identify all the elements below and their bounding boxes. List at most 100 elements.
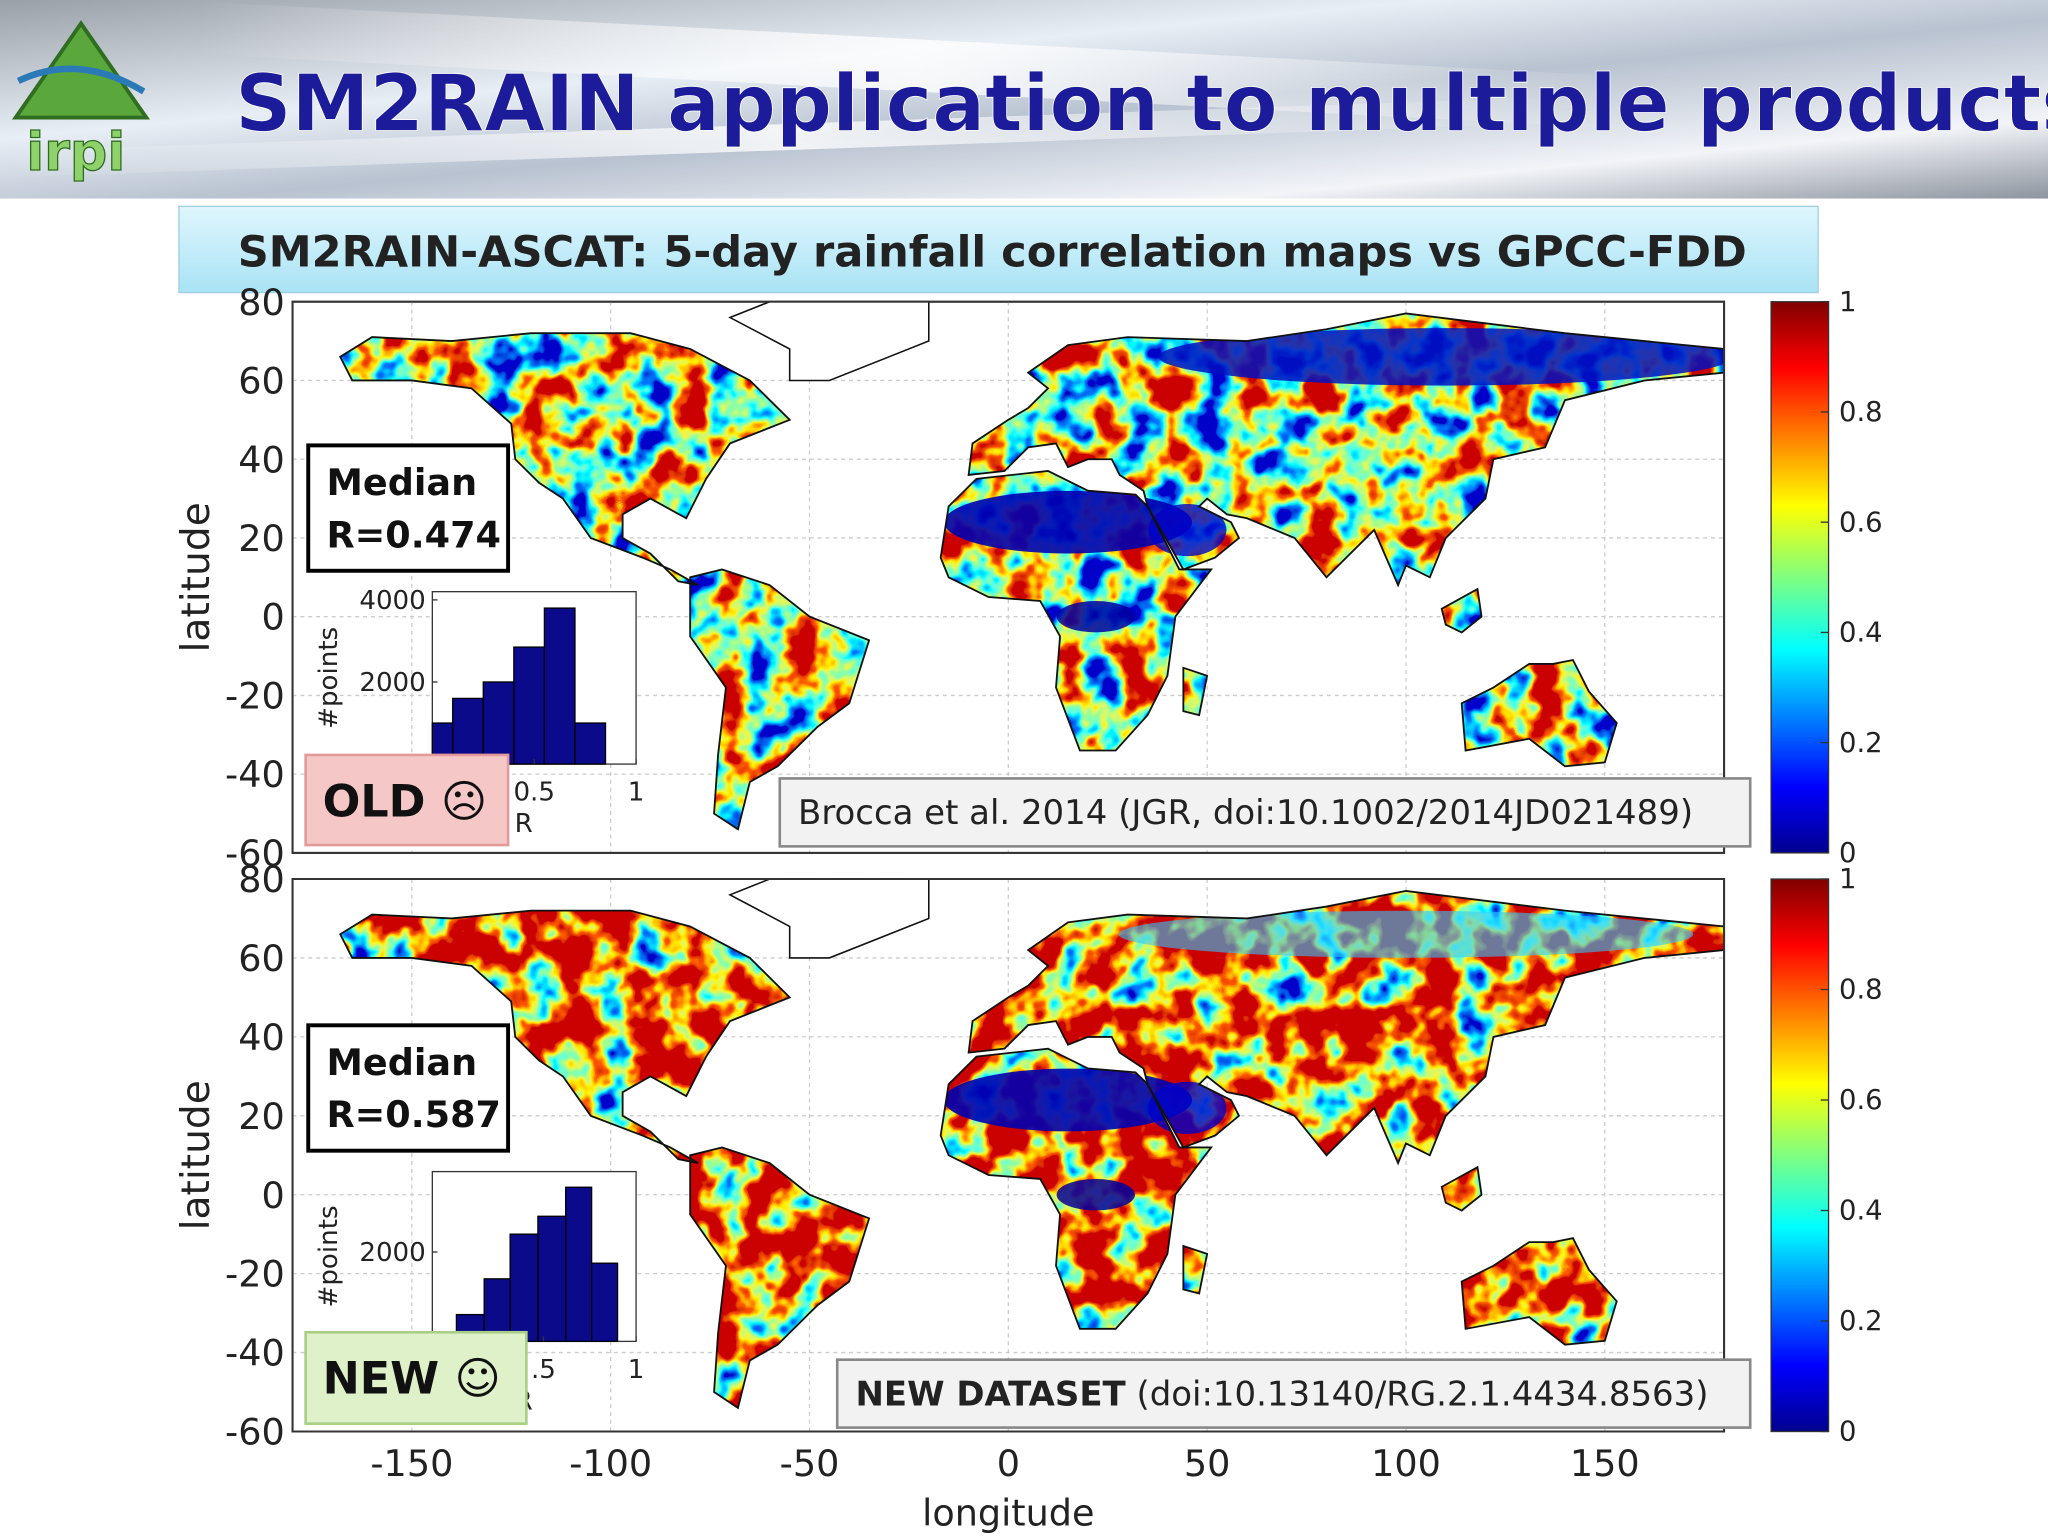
coastline (939, 470, 1214, 752)
y-tick-label: 60 (238, 937, 285, 980)
y-tick-label: -20 (225, 1253, 285, 1296)
coastline (967, 889, 1725, 1166)
congo-low (1056, 601, 1135, 633)
histogram-x-label: R (515, 809, 533, 839)
coastline (339, 909, 792, 1164)
coastline (1460, 658, 1618, 768)
colorbar (1770, 878, 1830, 1433)
colorbar-tick-label: 0.2 (1839, 1306, 1883, 1337)
citation-bold: NEW DATASET (856, 1374, 1126, 1414)
y-axis-label: latitude (174, 1080, 219, 1230)
histogram-x-tick-label: 1 (628, 1355, 645, 1385)
siberia-mid (1118, 910, 1694, 958)
desert-low (943, 1068, 1193, 1132)
y-tick-label: -40 (225, 753, 285, 796)
logo-text: irpi (26, 123, 125, 183)
colorbar-tick-label: 0.8 (1839, 397, 1883, 428)
coastline (1182, 1244, 1209, 1295)
histogram-y-label: #points (314, 1205, 344, 1307)
version-tag (304, 753, 510, 847)
y-tick-label: 0 (261, 1174, 284, 1217)
coastline (689, 1146, 871, 1410)
colorbar-tick-label: 0.8 (1839, 975, 1883, 1006)
histogram-y-tick-label: 4000 (359, 586, 425, 616)
y-tick-label: 40 (238, 1016, 285, 1059)
histogram-x-tick-label: 0.5 (513, 778, 555, 808)
colorbar-tick-label: 0.2 (1839, 728, 1883, 759)
colorbar-tick-label: 0 (1839, 838, 1856, 869)
histogram-y-label: #points (314, 627, 344, 729)
coastline (339, 332, 792, 587)
map-frame (291, 878, 1726, 1433)
x-tick-label: -150 (370, 1442, 453, 1485)
histogram-bar (574, 722, 607, 765)
citation-text: Brocca et al. 2014 (JGR, doi:10.1002/201… (798, 793, 1693, 833)
histogram-bar (590, 1262, 619, 1343)
y-tick-label: -60 (225, 832, 285, 875)
histogram-bar (543, 607, 576, 765)
histogram-bar (513, 646, 546, 765)
version-tag-text: NEW ☺ (323, 1354, 501, 1405)
median-label: Median (327, 1041, 478, 1084)
coastline (967, 312, 1725, 588)
y-tick-label: 0 (261, 596, 284, 639)
coastline (1182, 666, 1209, 717)
header-streak (0, 96, 1568, 178)
version-tag (304, 1330, 528, 1425)
y-tick-label: 40 (238, 438, 285, 481)
colorbar-tick-label: 1 (1839, 287, 1856, 318)
coastline (689, 568, 871, 831)
y-tick-label: 20 (238, 517, 285, 560)
congo-low (1056, 1179, 1135, 1211)
median-label: Median (327, 461, 478, 504)
coastline (1460, 1237, 1618, 1346)
x-tick-label: -50 (780, 1442, 840, 1485)
colorbar-tick-label: 1 (1839, 864, 1856, 895)
y-tick-label: -60 (225, 1411, 285, 1454)
histogram-bar (482, 681, 515, 765)
y-axis-label: latitude (174, 502, 219, 652)
coastline (1440, 587, 1483, 634)
x-axis-label: longitude (922, 1492, 1094, 1535)
median-value: R=0.474 (327, 513, 501, 556)
colorbar-tick-label: 0.6 (1839, 507, 1883, 538)
slide-title: SM2RAIN application to multiple products (235, 59, 2048, 150)
logo: irpi (11, 20, 151, 183)
x-tick-label: -100 (569, 1442, 652, 1485)
citation: Brocca et al. 2014 (JGR, doi:10.1002/201… (798, 793, 1693, 833)
header-streak (195, 1, 1634, 129)
coastline (939, 1047, 1214, 1330)
x-tick-label: 50 (1184, 1442, 1231, 1485)
y-tick-label: 80 (238, 858, 285, 901)
y-tick-label: 60 (238, 360, 285, 403)
citation-box (835, 1358, 1752, 1429)
y-tick-label: 20 (238, 1095, 285, 1138)
histogram-y-tick-label: 2000 (359, 668, 425, 698)
median-box (306, 443, 511, 573)
median-value: R=0.587 (327, 1093, 501, 1136)
histogram-bar (565, 1186, 593, 1343)
subtitle: SM2RAIN-ASCAT: 5-day rainfall correlatio… (238, 227, 1747, 277)
colorbar (1770, 301, 1830, 854)
colorbar-tick-label: 0 (1839, 1417, 1856, 1448)
subtitle-banner (178, 205, 1819, 294)
histogram-bar (537, 1215, 567, 1343)
y-tick-label: -40 (225, 1332, 285, 1375)
desert-low (943, 490, 1193, 554)
y-tick-label: 80 (238, 281, 285, 324)
histogram-y-tick-label: 2000 (359, 1238, 425, 1268)
x-tick-label: 150 (1570, 1442, 1640, 1485)
x-tick-label: 100 (1371, 1442, 1441, 1485)
coastline (1440, 1165, 1483, 1212)
histogram-x-tick-label: .5 (531, 1355, 556, 1385)
colorbar-tick-label: 0.4 (1839, 1196, 1883, 1227)
citation: NEW DATASET (doi:10.13140/RG.2.1.4434.85… (856, 1374, 1709, 1414)
version-tag-text: OLD ☹ (323, 776, 488, 827)
map-frame (291, 300, 1726, 854)
y-tick-label: -20 (225, 674, 285, 717)
histogram-x-tick-label: 1 (628, 778, 645, 808)
colorbar-tick-label: 0.6 (1839, 1085, 1883, 1116)
citation-box (778, 777, 1752, 848)
histogram-bar (509, 1233, 539, 1343)
